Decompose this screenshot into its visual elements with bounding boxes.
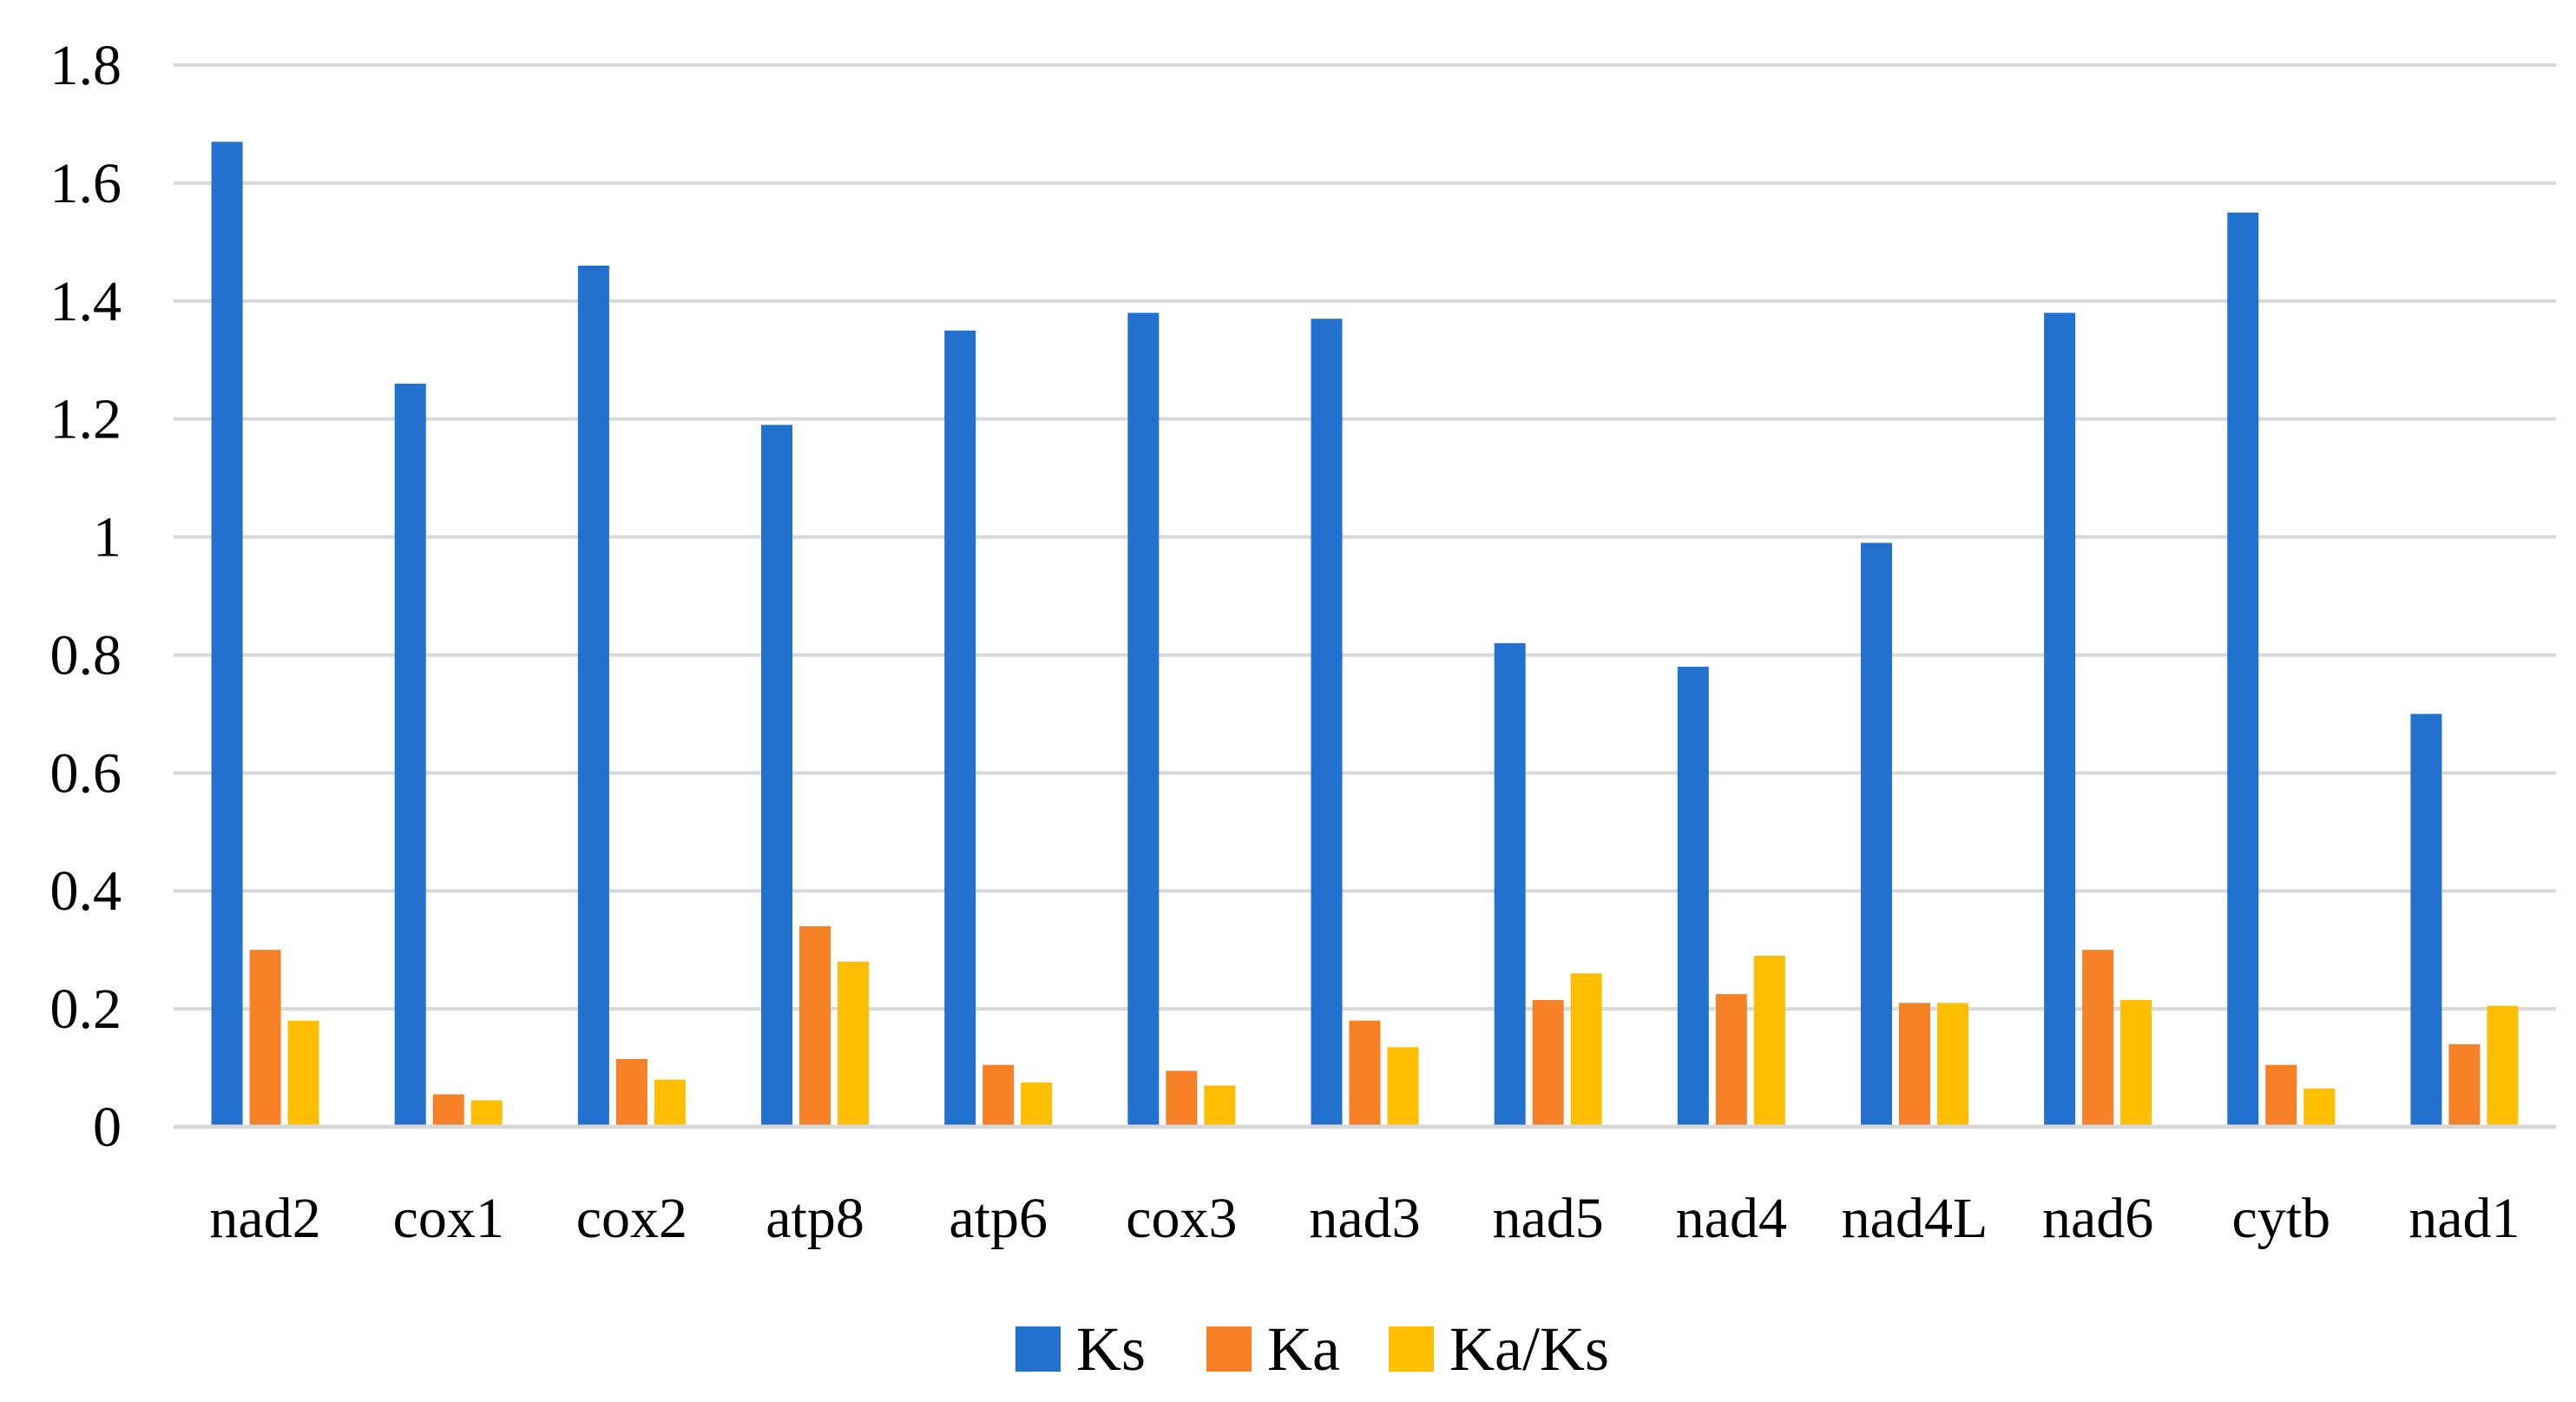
- bars: [211, 142, 2519, 1128]
- bar-ks-cytb: [2227, 212, 2259, 1128]
- bar-ka-ks-atp6: [1021, 1083, 1053, 1127]
- x-tick-label: nad2: [209, 1187, 320, 1250]
- bar-ka-ks-cox2: [654, 1079, 686, 1127]
- bar-ks-nad3: [1311, 319, 1343, 1127]
- bar-ka-ks-nad2: [287, 1020, 319, 1127]
- bar-ks-cox3: [1127, 313, 1160, 1127]
- y-tick-label: 1.8: [50, 34, 122, 97]
- legend-label: Ks: [1076, 1314, 1146, 1384]
- bar-ka-ks-cytb: [2303, 1088, 2336, 1127]
- bar-ks-nad1: [2410, 714, 2442, 1127]
- bar-ka-ks-nad1: [2487, 1005, 2519, 1127]
- bar-ks-atp6: [944, 330, 976, 1127]
- legend-swatch: [1389, 1326, 1434, 1372]
- legend-swatch: [1015, 1326, 1061, 1372]
- x-tick-label: atp6: [949, 1187, 1048, 1250]
- x-tick-label: cox2: [576, 1187, 687, 1250]
- y-tick-label: 0.2: [50, 977, 122, 1041]
- x-tick-label: atp8: [766, 1187, 864, 1250]
- y-tick-label: 1.4: [50, 270, 122, 333]
- x-tick-label: cytb: [2231, 1187, 2330, 1250]
- bar-ka-nad3: [1349, 1020, 1381, 1127]
- legend-label: Ka/Ks: [1449, 1314, 1609, 1384]
- bar-ka-ks-nad4l: [1936, 1003, 1968, 1127]
- x-axis-tick-labels: nad2 cox1 cox2 atp8 atp6 cox3 nad3 nad5 nad4 nad4…: [209, 1187, 2520, 1250]
- x-tick-label: nad4: [1676, 1187, 1787, 1250]
- legend-label: Ka: [1267, 1314, 1340, 1384]
- x-tick-label: nad3: [1309, 1187, 1420, 1250]
- y-axis-tick-labels: 0 0.2 0.4 0.6 0.8 1 1.2 1.4 1.6 1.8: [50, 34, 122, 1159]
- x-tick-label: nad4L: [1842, 1187, 1988, 1250]
- bar-ks-nad2: [211, 142, 243, 1128]
- bar-ka-nad1: [2448, 1043, 2481, 1127]
- bar-ks-nad6: [2044, 313, 2076, 1127]
- x-tick-label: nad5: [1493, 1187, 1604, 1250]
- y-tick-label: 0: [93, 1096, 122, 1159]
- bar-ka-cox2: [615, 1058, 647, 1127]
- bar-ks-cox1: [394, 383, 426, 1127]
- bar-ks-nad4l: [1860, 543, 1892, 1127]
- y-tick-label: 1: [93, 506, 122, 569]
- y-tick-label: 0.4: [50, 859, 122, 923]
- legend-item-ka: Ka: [1206, 1314, 1340, 1384]
- grid-lines: [174, 63, 2556, 1011]
- legend-item-ka-ks: Ka/Ks: [1389, 1314, 1609, 1384]
- x-tick-label: cox3: [1126, 1187, 1237, 1250]
- bar-ka-ks-nad4: [1753, 955, 1785, 1127]
- bar-ka-ks-nad3: [1387, 1047, 1419, 1127]
- bar-ka-cox1: [432, 1094, 464, 1127]
- bar-ka-atp6: [982, 1064, 1015, 1127]
- y-tick-label: 1.2: [50, 388, 122, 451]
- bar-ka-nad4l: [1898, 1003, 1930, 1127]
- bar-ka-ks-atp8: [838, 961, 870, 1127]
- bar-ka-ks-cox1: [470, 1100, 503, 1127]
- bar-ka-cox3: [1166, 1070, 1198, 1127]
- bar-ka-nad6: [2082, 950, 2114, 1127]
- bar-ka-cytb: [2265, 1064, 2297, 1127]
- y-tick-label: 0.6: [50, 741, 122, 805]
- x-tick-label: cox1: [393, 1187, 504, 1250]
- y-tick-label: 0.8: [50, 623, 122, 687]
- x-tick-label: nad6: [2042, 1187, 2153, 1250]
- bar-ka-atp8: [799, 925, 831, 1127]
- bar-ka-nad2: [249, 950, 281, 1127]
- bar-ka-ks-cox3: [1204, 1085, 1236, 1127]
- legend-item-ks: Ks: [1015, 1314, 1146, 1384]
- bar-ks-atp8: [761, 425, 793, 1127]
- bar-ka-ks-nad6: [2120, 999, 2152, 1127]
- legend-swatch: [1206, 1326, 1252, 1372]
- legend: Ks Ka Ka/Ks: [1015, 1314, 1609, 1384]
- bar-ks-nad5: [1494, 642, 1526, 1127]
- x-tick-label: nad1: [2408, 1187, 2520, 1250]
- bar-ks-nad4: [1677, 667, 1709, 1127]
- bar-ka-nad5: [1532, 999, 1564, 1127]
- bar-ks-cox2: [577, 266, 609, 1127]
- bar-ka-nad4: [1715, 994, 1747, 1127]
- y-tick-label: 1.6: [50, 152, 122, 215]
- bar-ka-ks-nad5: [1570, 973, 1602, 1127]
